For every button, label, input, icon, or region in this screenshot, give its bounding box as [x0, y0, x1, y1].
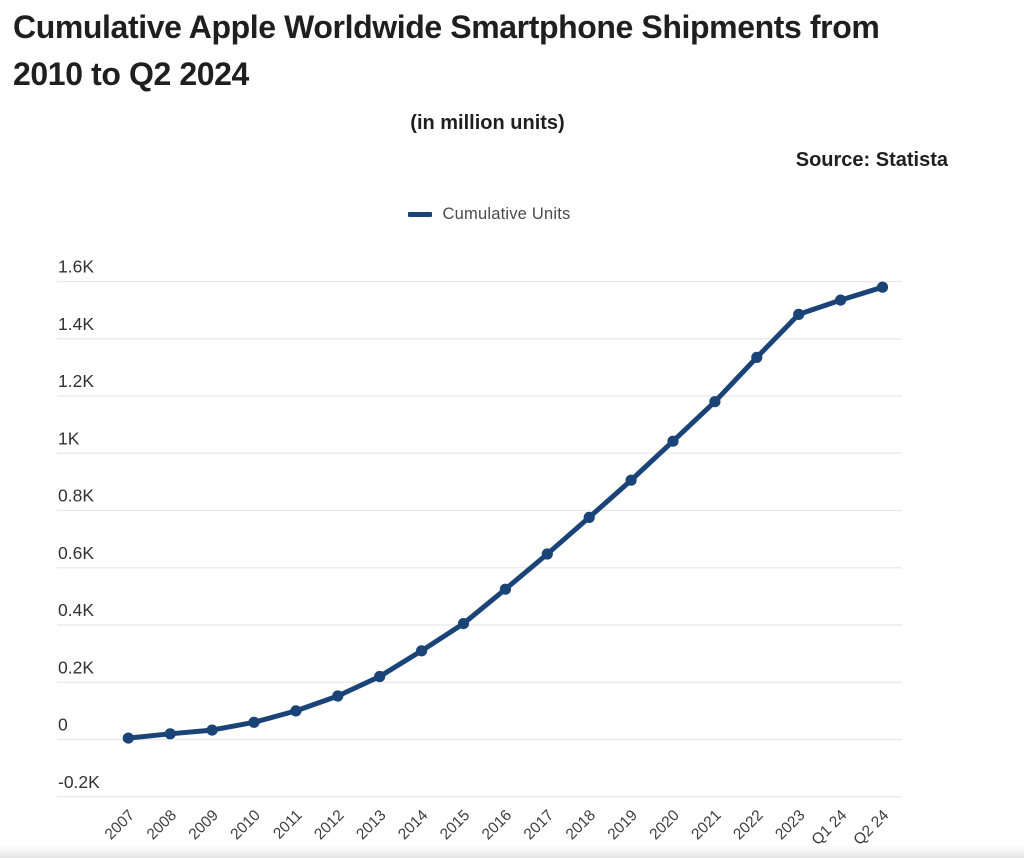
y-axis-tick-label: -0.2K: [58, 772, 100, 792]
y-axis-tick-label: 0.2K: [58, 657, 94, 677]
data-point: [541, 548, 553, 560]
x-axis-tick-label: 2008: [144, 807, 180, 843]
x-axis-tick-label: 2023: [772, 807, 808, 843]
y-axis-tick-label: 0.4K: [58, 600, 94, 620]
page-title: Cumulative Apple Worldwide Smartphone Sh…: [13, 4, 1013, 98]
page-title-line1: Cumulative Apple Worldwide Smartphone Sh…: [13, 9, 880, 45]
legend-line-swatch-icon: [407, 211, 432, 217]
data-point: [290, 705, 302, 717]
x-axis-tick-label: Q2 24: [850, 807, 892, 849]
data-point: [122, 732, 134, 744]
y-axis-tick-label: 1.2K: [58, 371, 94, 391]
series-line: [125, 284, 885, 741]
data-point: [876, 281, 889, 293]
x-axis-tick-label: 2010: [227, 807, 264, 844]
x-axis-tick-label: 2022: [730, 807, 766, 843]
data-point: [248, 716, 260, 728]
data-point: [667, 435, 679, 447]
x-axis-tick-label: 2007: [102, 807, 138, 843]
chart-subtitle: (in million units): [410, 112, 565, 134]
x-axis-tick-label: Q1 24: [809, 807, 851, 849]
y-axis-tick-label: 1.6K: [58, 257, 94, 277]
data-point: [751, 351, 763, 363]
x-axis-tick-label: 2015: [437, 807, 473, 843]
x-axis-tick-label: 2018: [563, 807, 599, 843]
data-point: [416, 645, 428, 657]
source-attribution: Source: Statista: [795, 149, 948, 171]
x-axis-tick-label: 2017: [521, 807, 557, 843]
data-point: [332, 690, 344, 702]
y-axis-tick-label: 0.8K: [58, 486, 94, 506]
x-axis-tick-label: 2009: [186, 807, 222, 843]
x-axis-tick-label: 2019: [605, 807, 641, 843]
data-point: [625, 474, 637, 486]
y-axis-tick-label: 0.6K: [58, 543, 94, 563]
y-axis-tick-label: 1.4K: [58, 314, 94, 334]
page-title-line2: 2010 to Q2 2024: [13, 56, 249, 92]
data-point: [499, 583, 511, 595]
data-point: [793, 308, 805, 320]
x-axis-tick-label: 2014: [395, 807, 432, 844]
x-axis-tick-label: 2021: [688, 807, 724, 843]
x-axis-tick-label: 2013: [353, 807, 389, 843]
legend-item-label: Cumulative Units: [442, 204, 571, 223]
data-point: [835, 294, 847, 306]
x-axis-tick-label: 2020: [646, 807, 683, 844]
y-axis-tick-label: 1K: [58, 428, 80, 448]
data-point: [374, 670, 386, 683]
x-axis-tick-label: 2016: [479, 807, 515, 843]
x-axis-tick-label: 2012: [311, 807, 347, 843]
data-point: [206, 724, 218, 736]
y-axis-tick-label: 0: [58, 715, 68, 735]
data-point: [164, 728, 176, 740]
data-point: [709, 396, 721, 408]
data-point: [583, 511, 595, 523]
x-axis-tick-label: 2011: [270, 807, 306, 843]
data-point: [457, 618, 470, 630]
chart-legend: Cumulative Units: [0, 203, 978, 225]
